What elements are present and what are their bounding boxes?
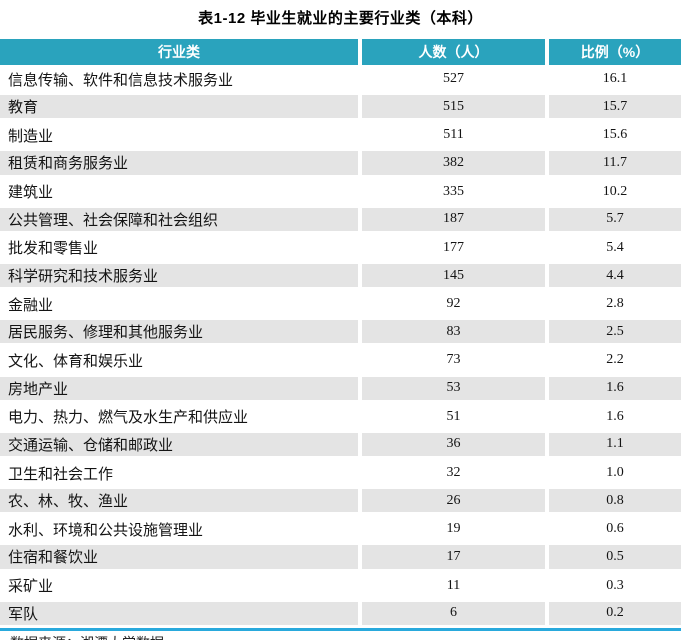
industry-cell: 信息传输、软件和信息技术服务业 xyxy=(0,65,358,94)
table-row: 居民服务、修理和其他服务业 83 2.5 xyxy=(0,318,681,347)
percent-cell: 5.7 xyxy=(549,205,681,234)
table-row: 科学研究和技术服务业 145 4.4 xyxy=(0,261,681,291)
table-row: 租赁和商务服务业 382 11.7 xyxy=(0,149,681,178)
count-cell: 83 xyxy=(362,318,545,347)
count-cell: 51 xyxy=(362,402,545,431)
table-row: 农、林、牧、渔业 26 0.8 xyxy=(0,487,681,516)
industry-cell: 房地产业 xyxy=(0,374,358,403)
count-cell: 177 xyxy=(362,233,545,262)
count-cell: 92 xyxy=(362,290,545,319)
count-cell: 6 xyxy=(362,599,545,628)
count-cell: 335 xyxy=(362,177,545,206)
count-cell: 36 xyxy=(362,430,545,459)
percent-cell: 1.6 xyxy=(549,374,681,403)
table-row: 金融业 92 2.8 xyxy=(0,290,681,319)
data-source-note: 数据来源：湘潭大学数据 xyxy=(10,633,164,640)
table-row: 教育 515 15.7 xyxy=(0,93,681,122)
count-cell: 11 xyxy=(362,571,545,600)
industry-cell: 交通运输、仓储和邮政业 xyxy=(0,430,358,459)
count-cell: 527 xyxy=(362,65,545,94)
count-cell: 26 xyxy=(362,487,545,516)
count-cell: 73 xyxy=(362,346,545,375)
percent-cell: 1.1 xyxy=(549,430,681,459)
industry-cell: 制造业 xyxy=(0,121,358,150)
table-row: 公共管理、社会保障和社会组织 187 5.7 xyxy=(0,205,681,234)
table-row: 交通运输、仓储和邮政业 36 1.1 xyxy=(0,430,681,459)
table-row: 采矿业 11 0.3 xyxy=(0,571,681,600)
industry-cell: 科学研究和技术服务业 xyxy=(0,261,358,291)
industry-cell: 文化、体育和娱乐业 xyxy=(0,346,358,375)
table-row: 水利、环境和公共设施管理业 19 0.6 xyxy=(0,515,681,544)
table-row: 建筑业 335 10.2 xyxy=(0,177,681,206)
percent-cell: 2.8 xyxy=(549,290,681,319)
percent-cell: 0.2 xyxy=(549,599,681,628)
table-header-row: 行业类 人数（人） 比例（%） xyxy=(0,39,681,65)
table-row: 房地产业 53 1.6 xyxy=(0,374,681,403)
table-row: 文化、体育和娱乐业 73 2.2 xyxy=(0,346,681,375)
table-bottom-rule xyxy=(0,628,681,631)
percent-cell: 0.6 xyxy=(549,515,681,544)
percent-cell: 0.8 xyxy=(549,487,681,516)
count-cell: 145 xyxy=(362,261,545,291)
count-cell: 19 xyxy=(362,515,545,544)
percent-cell: 11.7 xyxy=(549,149,681,178)
count-cell: 17 xyxy=(362,543,545,572)
industry-cell: 建筑业 xyxy=(0,177,358,206)
table-row: 制造业 511 15.6 xyxy=(0,121,681,150)
industry-cell: 电力、热力、燃气及水生产和供应业 xyxy=(0,402,358,431)
industry-table: 行业类 人数（人） 比例（%） 信息传输、软件和信息技术服务业 527 16.1 教育… xyxy=(0,39,681,628)
percent-cell: 16.1 xyxy=(549,65,681,94)
industry-cell: 军队 xyxy=(0,599,358,628)
industry-cell: 农、林、牧、渔业 xyxy=(0,487,358,516)
percent-cell: 5.4 xyxy=(549,233,681,262)
column-header-percent: 比例（%） xyxy=(549,39,681,65)
percent-cell: 10.2 xyxy=(549,177,681,206)
percent-cell: 1.0 xyxy=(549,458,681,488)
industry-cell: 教育 xyxy=(0,93,358,122)
table-row: 批发和零售业 177 5.4 xyxy=(0,233,681,262)
count-cell: 187 xyxy=(362,205,545,234)
count-cell: 382 xyxy=(362,149,545,178)
percent-cell: 1.6 xyxy=(549,402,681,431)
table-body: 信息传输、软件和信息技术服务业 527 16.1 教育 515 15.7 制造业 511 15.… xyxy=(0,65,681,628)
column-header-industry: 行业类 xyxy=(0,39,358,65)
column-header-count: 人数（人） xyxy=(362,39,545,65)
table-row: 信息传输、软件和信息技术服务业 527 16.1 xyxy=(0,65,681,94)
industry-cell: 金融业 xyxy=(0,290,358,319)
industry-cell: 租赁和商务服务业 xyxy=(0,149,358,178)
industry-cell: 卫生和社会工作 xyxy=(0,458,358,488)
table-row: 住宿和餐饮业 17 0.5 xyxy=(0,543,681,572)
count-cell: 515 xyxy=(362,93,545,122)
percent-cell: 15.6 xyxy=(549,121,681,150)
table-title: 表1-12 毕业生就业的主要行业类（本科） xyxy=(198,10,483,27)
industry-cell: 批发和零售业 xyxy=(0,233,358,262)
industry-cell: 采矿业 xyxy=(0,571,358,600)
industry-cell: 水利、环境和公共设施管理业 xyxy=(0,515,358,544)
percent-cell: 15.7 xyxy=(549,93,681,122)
industry-cell: 公共管理、社会保障和社会组织 xyxy=(0,205,358,234)
percent-cell: 2.2 xyxy=(549,346,681,375)
count-cell: 32 xyxy=(362,458,545,488)
count-cell: 53 xyxy=(362,374,545,403)
percent-cell: 2.5 xyxy=(549,318,681,347)
percent-cell: 0.3 xyxy=(549,571,681,600)
table-row: 电力、热力、燃气及水生产和供应业 51 1.6 xyxy=(0,402,681,431)
industry-cell: 居民服务、修理和其他服务业 xyxy=(0,318,358,347)
table-row: 军队 6 0.2 xyxy=(0,599,681,628)
table-row: 卫生和社会工作 32 1.0 xyxy=(0,458,681,488)
percent-cell: 4.4 xyxy=(549,261,681,291)
industry-cell: 住宿和餐饮业 xyxy=(0,543,358,572)
count-cell: 511 xyxy=(362,121,545,150)
percent-cell: 0.5 xyxy=(549,543,681,572)
